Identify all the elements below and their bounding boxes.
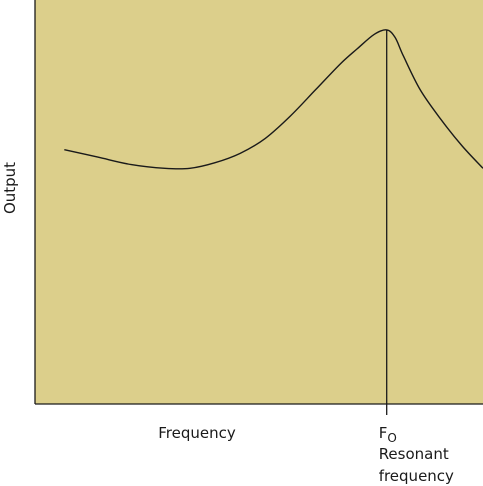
output-curve <box>64 29 483 170</box>
resonant-label-line-2: frequency <box>379 467 454 485</box>
resonant-frequency-symbol-main: F <box>379 424 388 442</box>
resonant-label-line-1: Resonant <box>379 445 449 463</box>
resonant-frequency-symbol-subscript: O <box>387 431 396 445</box>
plot-background <box>35 0 483 404</box>
resonant-frequency-symbol: FO <box>379 424 397 445</box>
x-axis-label: Frequency <box>158 424 236 442</box>
y-axis-label: Output <box>1 162 19 214</box>
